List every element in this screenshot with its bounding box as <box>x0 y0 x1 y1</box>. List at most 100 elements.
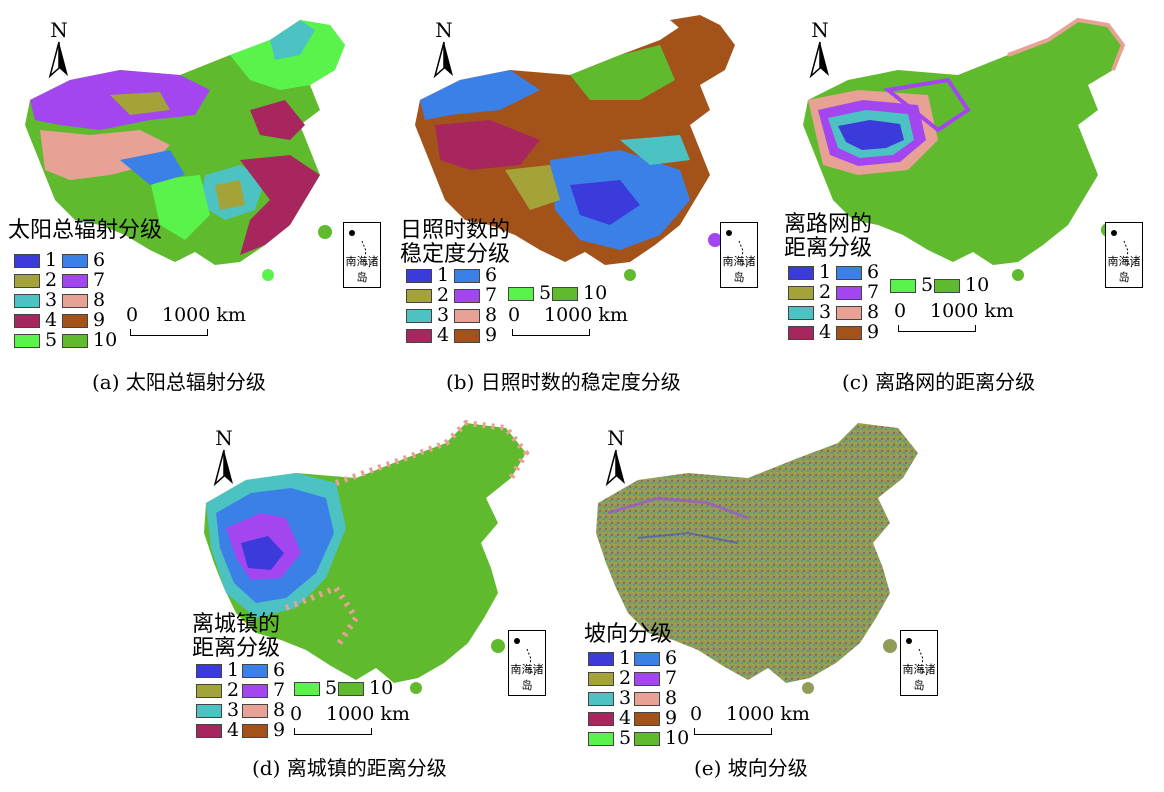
swatch-4 <box>196 724 222 738</box>
inset-map <box>906 638 928 676</box>
scale-bar-line <box>898 325 976 332</box>
legend-item-6: 6 <box>242 660 285 680</box>
legend-item-5: 5 <box>294 678 337 698</box>
legend-item-7: 7 <box>836 282 879 302</box>
swatch-6 <box>836 266 862 280</box>
legend-item-7: 7 <box>62 270 105 290</box>
inset-label: 南海诸岛 <box>345 255 379 284</box>
scale-zero: 0 <box>508 304 521 326</box>
north-arrow: N <box>806 20 834 84</box>
legend-item-5: 5 <box>588 728 631 748</box>
legend-item-4: 4 <box>788 322 831 342</box>
map-solar-radiation <box>25 20 345 281</box>
swatch-1 <box>588 652 614 666</box>
swatch-2 <box>588 672 614 686</box>
swatch-7 <box>242 684 268 698</box>
panel-b: N 日照时数的 稳定度分级 1 2 3 4 6 7 8 9 5 10 0 100… <box>390 0 775 400</box>
legend-item-6: 6 <box>62 250 105 270</box>
inset-label: 南海诸岛 <box>722 255 756 284</box>
caption-d: (d) 离城镇的距离分级 <box>252 756 447 780</box>
legend-item-1: 1 <box>196 660 239 680</box>
inset-label: 南海诸岛 <box>902 663 936 692</box>
legend-item-1: 1 <box>406 265 449 285</box>
swatch-6 <box>634 652 660 666</box>
caption-b: (b) 日照时数的稳定度分级 <box>446 370 681 394</box>
swatch-1 <box>14 254 40 268</box>
swatch-8 <box>62 294 88 308</box>
legend-item-8: 8 <box>634 688 677 708</box>
scale-zero: 0 <box>290 703 303 725</box>
swatch-5 <box>890 279 916 293</box>
legend-item-5: 5 <box>890 275 933 295</box>
legend-item-1: 1 <box>588 648 631 668</box>
inset-map <box>514 638 536 676</box>
scale-label: 1000 km <box>162 304 246 326</box>
inset-label: 南海诸岛 <box>1107 255 1141 284</box>
swatch-5 <box>508 287 534 301</box>
swatch-5 <box>588 732 614 746</box>
swatch-10 <box>934 279 960 293</box>
swatch-8 <box>242 704 268 718</box>
scale-label: 1000 km <box>726 703 810 725</box>
legend-item-9: 9 <box>454 325 497 345</box>
map-sunshine-stability <box>415 15 735 281</box>
legend-item-4: 4 <box>588 708 631 728</box>
scale-zero: 0 <box>126 304 139 326</box>
legend-item-10: 10 <box>62 330 117 350</box>
swatch-3 <box>788 306 814 320</box>
legend-item-3: 3 <box>788 302 831 322</box>
north-arrow-icon <box>213 449 233 487</box>
legend-item-2: 2 <box>196 680 239 700</box>
panel-c: N 离路网的 距离分级 1 2 3 4 6 7 8 9 5 10 0 1000 … <box>778 0 1164 400</box>
swatch-4 <box>406 329 432 343</box>
legend-item-4: 4 <box>14 310 57 330</box>
legend-item-3: 3 <box>588 688 631 708</box>
north-arrow-icon <box>433 41 453 79</box>
legend-title-line-1: 离城镇的 <box>192 612 281 637</box>
swatch-2 <box>406 289 432 303</box>
inset-south-china-sea: 南海诸岛 <box>508 630 546 696</box>
legend-item-6: 6 <box>634 648 677 668</box>
inset-map <box>726 230 748 268</box>
legend-title: 坡向分级 <box>584 622 673 647</box>
legend-title-line-1: 离路网的 <box>784 212 873 237</box>
legend-item-6: 6 <box>836 262 879 282</box>
swatch-2 <box>196 684 222 698</box>
swatch-7 <box>634 672 660 686</box>
legend-item-9: 9 <box>62 310 105 330</box>
legend-item-2: 2 <box>14 270 57 290</box>
inset-map <box>1111 230 1133 268</box>
north-arrow: N <box>45 20 73 84</box>
legend-item-10: 10 <box>552 283 607 303</box>
legend-item-3: 3 <box>196 700 239 720</box>
inset-label: 南海诸岛 <box>510 663 544 692</box>
legend-title-line-2: 稳定度分级 <box>400 242 511 267</box>
scale-bar-line <box>130 329 208 336</box>
caption-e: (e) 坡向分级 <box>694 756 808 780</box>
swatch-10 <box>552 287 578 301</box>
legend-item-3: 3 <box>406 305 449 325</box>
scale-bar: 0 1000 km <box>894 301 1014 341</box>
map-town-distance <box>204 419 530 694</box>
swatch-10 <box>634 732 660 746</box>
legend-item-3: 3 <box>14 290 57 310</box>
legend-item-9: 9 <box>634 708 677 728</box>
legend-item-7: 7 <box>454 285 497 305</box>
swatch-6 <box>62 254 88 268</box>
scale-bar-line <box>512 329 590 336</box>
swatch-4 <box>588 712 614 726</box>
scale-bar-line <box>294 728 372 735</box>
north-arrow: N <box>602 428 630 492</box>
legend-item-4: 4 <box>406 325 449 345</box>
swatch-6 <box>242 664 268 678</box>
swatch-5 <box>294 682 320 696</box>
swatch-8 <box>836 306 862 320</box>
caption-c: (c) 离路网的距离分级 <box>842 370 1036 394</box>
legend-item-9: 9 <box>242 720 285 740</box>
scale-bar: 0 1000 km <box>126 305 246 345</box>
legend-item-8: 8 <box>62 290 105 310</box>
swatch-7 <box>62 274 88 288</box>
swatch-4 <box>14 314 40 328</box>
scale-label: 1000 km <box>930 300 1014 322</box>
legend-item-4: 4 <box>196 720 239 740</box>
